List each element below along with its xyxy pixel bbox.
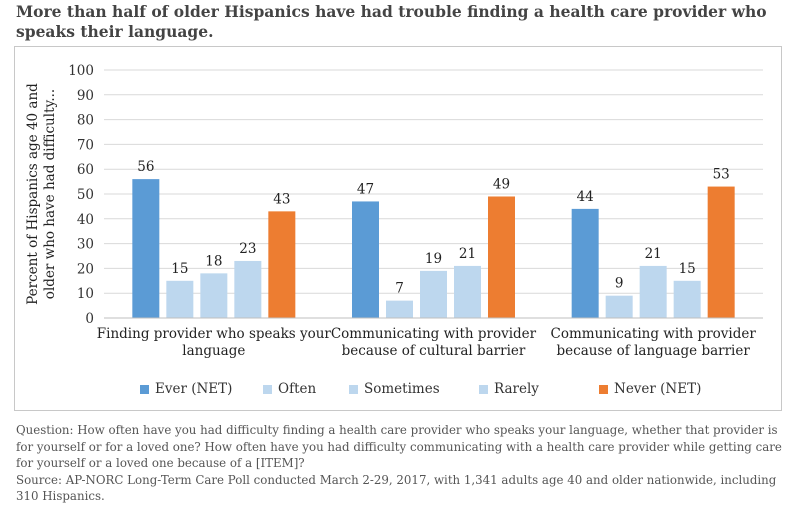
data-label: 49 xyxy=(493,176,510,192)
chart-title: More than half of older Hispanics have h… xyxy=(16,2,767,41)
data-label: 15 xyxy=(679,261,696,277)
y-tick-label: 80 xyxy=(77,113,94,129)
category-label: Communicating with provider xyxy=(551,326,757,342)
legend-label: Rarely xyxy=(494,381,539,397)
y-axis-label: older who have had difficulty... xyxy=(42,89,58,299)
category-label: because of cultural barrier xyxy=(342,343,526,359)
legend-label: Never (NET) xyxy=(614,381,702,397)
y-tick-label: 50 xyxy=(77,187,94,203)
y-tick-label: 90 xyxy=(77,88,94,104)
y-tick-label: 100 xyxy=(68,63,94,79)
y-axis-label: Percent of Hispanics age 40 and xyxy=(25,83,41,305)
data-label: 56 xyxy=(137,159,154,175)
legend-swatch xyxy=(349,384,358,394)
bar xyxy=(605,295,633,318)
data-label: 23 xyxy=(239,241,256,257)
category-label: Communicating with provider xyxy=(331,326,537,342)
data-label: 47 xyxy=(357,181,374,197)
legend-swatch xyxy=(140,384,149,394)
data-label: 18 xyxy=(205,253,222,269)
y-tick-label: 30 xyxy=(77,237,94,253)
data-label: 43 xyxy=(273,191,290,207)
chart-notes: Question: How often have you had difficu… xyxy=(16,422,791,505)
y-tick-label: 20 xyxy=(77,261,94,277)
legend-label: Ever (NET) xyxy=(155,381,233,397)
bar xyxy=(420,270,447,318)
bar-chart: 0 10 20 30 40 50 60 70 80 90 100 Percent of Hispani… xyxy=(25,63,763,359)
data-label: 44 xyxy=(577,189,594,205)
legend-swatch xyxy=(599,384,608,394)
data-label: 9 xyxy=(615,276,624,292)
legend-item: Ever (NET) xyxy=(140,381,232,397)
bar xyxy=(488,196,515,318)
legend-item: Often xyxy=(263,381,316,397)
chart-area: 0 10 20 30 40 50 60 70 80 90 100 Percent of Hispani… xyxy=(14,46,782,411)
bar xyxy=(166,280,194,318)
category-label: because of language barrier xyxy=(557,343,751,359)
bar xyxy=(673,280,701,318)
source-note: Source: AP-NORC Long-Term Care Poll cond… xyxy=(16,472,777,504)
legend-item: Sometimes xyxy=(349,381,440,397)
bar xyxy=(707,186,735,318)
legend-swatch xyxy=(479,384,488,394)
data-label: 19 xyxy=(425,251,442,267)
bar xyxy=(454,265,481,318)
y-tick-label: 70 xyxy=(77,137,94,153)
bar xyxy=(268,211,296,318)
legend-swatch xyxy=(263,384,272,394)
bar xyxy=(234,260,262,318)
bar xyxy=(132,179,160,318)
y-tick-label: 40 xyxy=(77,212,94,228)
legend-label: Often xyxy=(278,381,317,397)
bar xyxy=(571,208,599,318)
category-label: Finding provider who speaks your xyxy=(97,326,332,342)
data-label: 53 xyxy=(713,167,730,183)
bar xyxy=(386,300,413,318)
question-note: Question: How often have you had difficu… xyxy=(16,423,782,470)
data-label: 21 xyxy=(459,246,476,262)
legend-item: Rarely xyxy=(479,381,539,397)
y-tick-label: 10 xyxy=(77,286,94,302)
y-tick-label: 0 xyxy=(85,311,94,327)
chart-legend: Ever (NET) Often Sometimes Rarely Never (NET… xyxy=(15,381,781,401)
legend-label: Sometimes xyxy=(364,381,440,397)
bar xyxy=(639,265,667,318)
bar xyxy=(200,273,228,318)
category-label: language xyxy=(182,343,245,359)
y-tick-label: 60 xyxy=(77,162,94,178)
data-label: 21 xyxy=(645,246,662,262)
data-label: 7 xyxy=(395,281,404,297)
legend-item: Never (NET) xyxy=(599,381,701,397)
data-label: 15 xyxy=(171,261,188,277)
bar xyxy=(352,201,379,318)
